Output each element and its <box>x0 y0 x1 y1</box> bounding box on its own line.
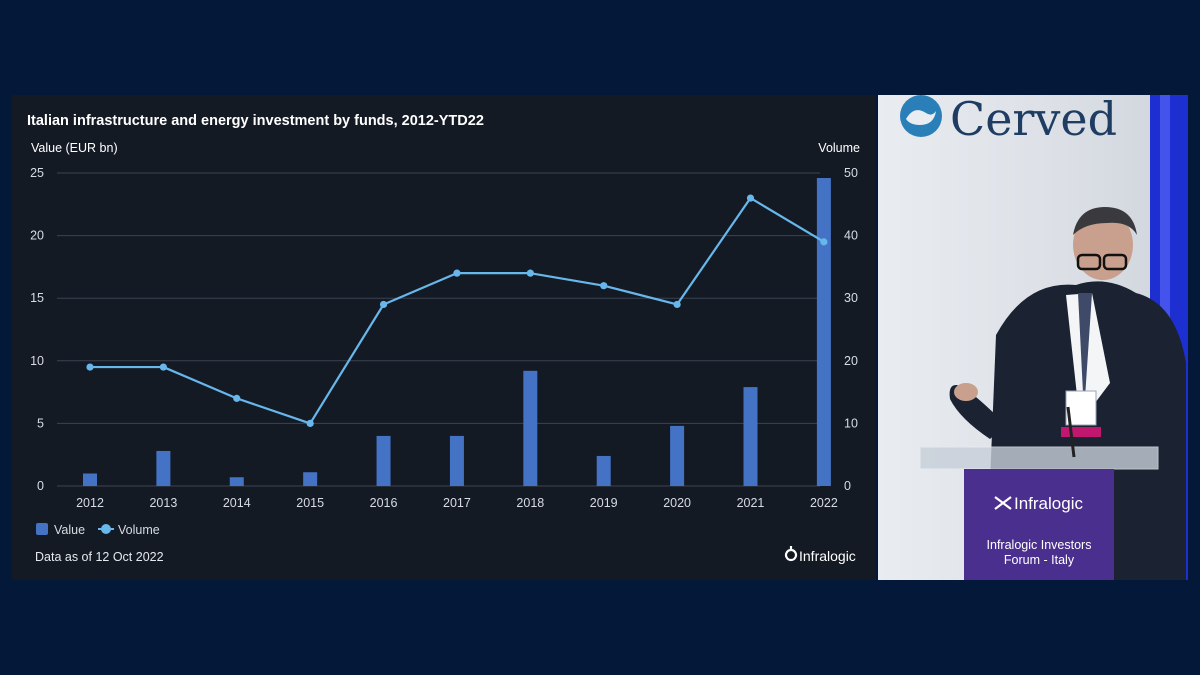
x-tick-label: 2012 <box>76 496 104 510</box>
x-tick-label: 2018 <box>516 496 544 510</box>
value-bar <box>816 178 831 486</box>
infralogic-arrow-icon <box>994 496 1012 510</box>
podium-front <box>964 469 1114 580</box>
volume-point <box>86 363 94 371</box>
x-tick-label: 2014 <box>223 496 251 510</box>
volume-line <box>86 194 828 427</box>
x-ticks: 2012 2013 2014 2015 2016 2017 2018 2019 2020 2021… <box>76 496 838 510</box>
y-left-axis-title: Value (EUR bn) <box>31 141 118 155</box>
legend-value-label: Value <box>54 523 85 537</box>
x-tick-label: 2015 <box>296 496 324 510</box>
volume-point <box>820 238 828 246</box>
volume-polyline <box>90 196 825 425</box>
y-left-tick-label: 10 <box>30 354 44 368</box>
y-right-axis-title: Volume <box>818 141 860 155</box>
chart-panel: Italian infrastructure and energy invest… <box>12 95 876 580</box>
volume-point <box>159 363 167 371</box>
volume-point <box>673 300 681 309</box>
legend-volume-marker <box>101 524 111 534</box>
cerved-logo-text: Cerved <box>950 95 1117 146</box>
value-bar <box>303 472 318 486</box>
infralogic-source-text: Infralogic <box>799 548 856 564</box>
speaker-video: Cerved Infralogic Infralogic Inve <box>878 95 1188 580</box>
y-right-tick-label: 0 <box>844 479 851 493</box>
value-bar <box>376 435 391 486</box>
data-date-note: Data as of 12 Oct 2022 <box>35 550 164 564</box>
value-bar <box>596 455 611 486</box>
x-tick-label: 2013 <box>149 496 177 510</box>
y-right-tick-label: 50 <box>844 166 858 180</box>
value-bar <box>523 370 538 486</box>
cerved-logo: Cerved <box>900 95 1117 146</box>
value-bar <box>743 387 758 486</box>
y-left-ticks: 0 5 10 15 20 25 <box>30 166 44 493</box>
podium-line1: Infralogic Investors <box>987 538 1092 552</box>
volume-point <box>600 282 608 290</box>
speaker-head <box>1073 210 1133 280</box>
x-tick-label: 2021 <box>737 496 765 510</box>
podium-logo-text: Infralogic <box>1014 494 1083 513</box>
value-bar <box>83 473 97 486</box>
x-tick-label: 2022 <box>810 496 838 510</box>
volume-point <box>746 194 755 202</box>
volume-point <box>379 300 388 309</box>
volume-point <box>306 419 314 427</box>
y-right-tick-label: 20 <box>844 354 858 368</box>
value-bar <box>670 425 685 486</box>
x-tick-label: 2019 <box>590 496 618 510</box>
value-bars <box>83 178 831 486</box>
value-bar <box>449 435 464 486</box>
y-left-tick-label: 15 <box>30 291 44 305</box>
podium-infralogic-logo: Infralogic <box>994 494 1083 513</box>
speaker-hand <box>954 383 978 401</box>
speaker-scene: Cerved Infralogic Infralogic Inve <box>900 95 1188 580</box>
x-tick-label: 2017 <box>443 496 471 510</box>
y-right-ticks: 0 10 20 30 40 50 <box>844 166 858 493</box>
volume-point <box>526 269 534 277</box>
value-bar <box>156 450 171 486</box>
volume-point <box>453 269 461 277</box>
x-tick-label: 2020 <box>663 496 691 510</box>
chart-title: Italian infrastructure and energy invest… <box>27 113 484 129</box>
y-right-tick-label: 30 <box>844 291 858 305</box>
gridlines <box>57 172 820 487</box>
y-left-tick-label: 20 <box>30 229 44 243</box>
y-left-tick-label: 25 <box>30 166 44 180</box>
podium-line2: Forum - Italy <box>1004 553 1075 567</box>
chart-svg: Italian infrastructure and energy invest… <box>27 113 860 564</box>
legend-value-swatch <box>36 523 48 535</box>
y-right-tick-label: 40 <box>844 229 858 243</box>
x-tick-label: 2016 <box>370 496 398 510</box>
name-badge <box>1065 390 1097 426</box>
value-bar <box>229 477 244 486</box>
y-left-tick-label: 5 <box>37 416 44 430</box>
infralogic-mark-icon <box>784 546 798 562</box>
podium: Infralogic Infralogic Investors Forum - … <box>919 406 1159 580</box>
y-left-tick-label: 0 <box>37 479 44 493</box>
infralogic-source-logo: Infralogic <box>784 546 856 564</box>
legend: Value Volume <box>36 523 160 537</box>
y-right-tick-label: 10 <box>844 416 858 430</box>
volume-point <box>233 394 241 402</box>
legend-volume-label: Volume <box>118 523 160 537</box>
